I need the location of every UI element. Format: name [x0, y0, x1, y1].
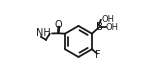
Text: NH: NH	[36, 28, 51, 38]
Text: O: O	[55, 20, 63, 30]
Text: OH: OH	[102, 15, 115, 24]
Text: OH: OH	[106, 23, 119, 32]
Text: B: B	[96, 22, 103, 32]
Text: F: F	[95, 50, 101, 60]
